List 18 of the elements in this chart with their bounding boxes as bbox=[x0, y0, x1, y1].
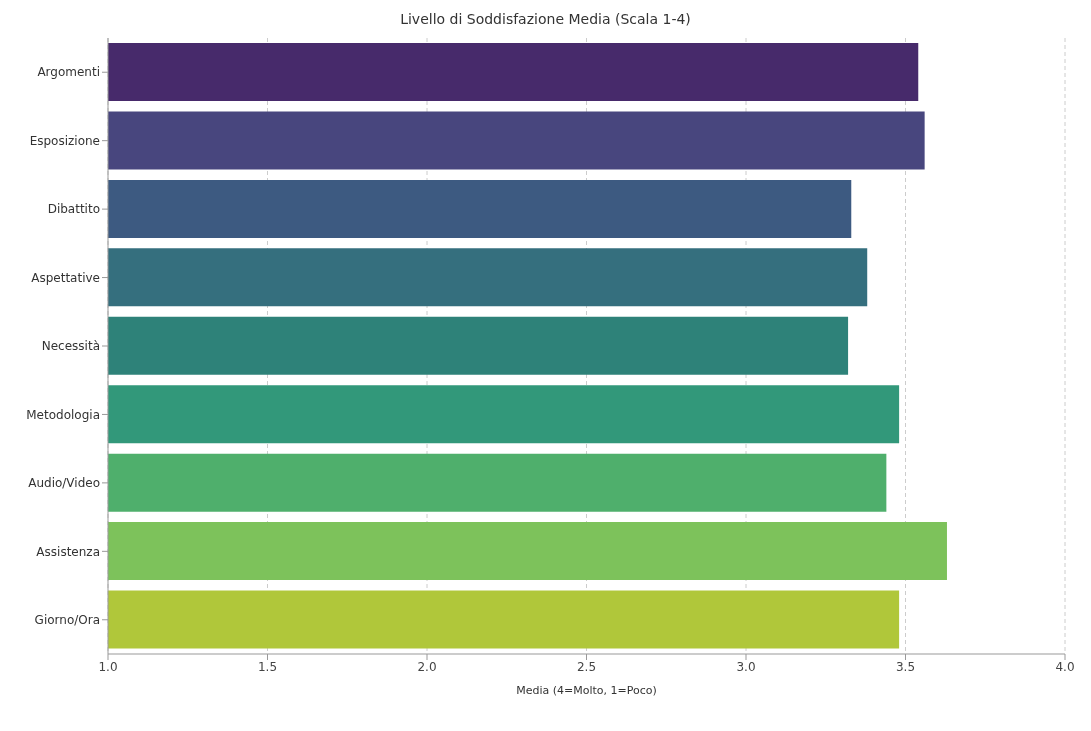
y-tick-label: Metodologia bbox=[26, 407, 100, 422]
y-tick-label: Assistenza bbox=[36, 544, 100, 559]
x-tick-label: 1.5 bbox=[257, 659, 278, 674]
x-tick-label: 3.5 bbox=[895, 659, 916, 674]
y-tick-label: Dibattito bbox=[47, 202, 100, 217]
y-tick-label: Argomenti bbox=[37, 65, 100, 80]
chart-title: Livello di Soddisfazione Media (Scala 1-4) bbox=[399, 10, 692, 29]
y-tick-label: Aspettative bbox=[31, 270, 100, 285]
y-tick-label: Giorno/Ora bbox=[34, 613, 100, 628]
y-tick-label: Necessità bbox=[41, 339, 100, 354]
x-tick-label: 2.5 bbox=[576, 659, 597, 674]
x-tick-label: 2.0 bbox=[417, 659, 437, 674]
x-axis-title: Media (4=Molto, 1=Poco) bbox=[516, 684, 657, 697]
x-tick-label: 1.0 bbox=[98, 659, 118, 674]
y-tick-label: Audio/Video bbox=[28, 476, 100, 491]
x-tick-label: 3.0 bbox=[736, 659, 756, 674]
y-tick-label: Esposizione bbox=[29, 133, 100, 148]
x-tick-label: 4.0 bbox=[1055, 659, 1075, 674]
